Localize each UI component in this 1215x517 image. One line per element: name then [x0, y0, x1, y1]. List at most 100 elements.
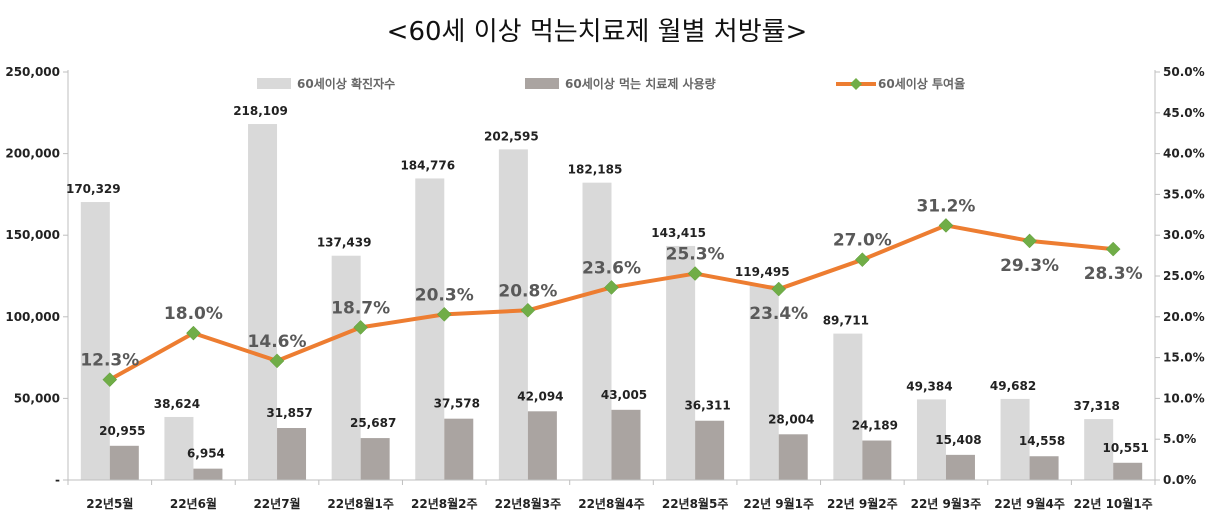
bars-treatment-usage	[109, 409, 1143, 480]
x-tick-label-4: 22년8월1주	[327, 496, 394, 511]
rate-line-layer	[102, 218, 1121, 387]
label-usage-5: 37,578	[434, 397, 480, 411]
label-usage-8: 36,311	[684, 399, 730, 413]
label-rate-4: 18.7%	[331, 298, 390, 318]
right-tick-label: 0.0%	[1163, 473, 1196, 487]
left-tick-label: 50,000	[14, 391, 60, 405]
x-tick-label-1: 22년5월	[86, 496, 133, 511]
rate-marker-8	[687, 266, 703, 281]
label-confirmed-8: 143,415	[651, 226, 706, 240]
right-tick-label: 20.0%	[1163, 310, 1205, 324]
legend: 60세이상 확진자수 60세이상 먹는 치료제 사용량 60세이상 투여율	[257, 76, 965, 91]
label-confirmed-1: 170,329	[66, 182, 121, 196]
x-tick-label-9: 22년 9월1주	[743, 496, 814, 511]
bar-usage-6	[527, 411, 557, 480]
legend-marker-rate	[850, 78, 862, 90]
legend-label-confirmed: 60세이상 확진자수	[297, 76, 395, 91]
left-tick-label: 150,000	[5, 228, 60, 242]
x-tick-label-3: 22년7월	[253, 496, 300, 511]
bar-usage-13	[1113, 462, 1143, 480]
label-usage-3: 31,857	[266, 406, 312, 420]
rate-marker-2	[186, 325, 201, 341]
right-tick-label: 15.0%	[1163, 351, 1205, 365]
rate-marker-3	[269, 353, 285, 369]
x-tick-label-11: 22년 9월3주	[911, 496, 982, 511]
rate-marker-9	[771, 281, 787, 297]
label-confirmed-11: 49,384	[906, 379, 952, 393]
bar-usage-2	[193, 468, 223, 480]
right-tick-label: 10.0%	[1163, 391, 1205, 405]
label-usage-10: 24,189	[852, 419, 898, 433]
left-tick-label: -	[55, 473, 60, 487]
legend-swatch-confirmed	[257, 78, 291, 89]
label-usage-6: 42,094	[517, 389, 563, 403]
bar-confirmed-11	[916, 399, 946, 480]
bar-confirmed-6	[498, 149, 528, 480]
label-usage-11: 15,408	[935, 433, 981, 447]
right-tick-label: 50.0%	[1163, 65, 1205, 79]
right-tick-label: 35.0%	[1163, 187, 1205, 201]
label-confirmed-9: 119,495	[735, 265, 790, 279]
label-rate-9: 23.4%	[749, 304, 808, 324]
label-confirmed-5: 184,776	[400, 158, 455, 172]
right-tick-label: 5.0%	[1163, 432, 1196, 446]
label-usage-12: 14,558	[1019, 434, 1065, 448]
bar-confirmed-2	[164, 416, 194, 480]
label-confirmed-12: 49,682	[990, 379, 1036, 393]
data-labels: 170,329 38,624 218,109 137,439 184,776 202,59…	[66, 104, 1149, 461]
rate-marker-10	[854, 252, 870, 268]
label-rate-5: 20.3%	[415, 285, 474, 305]
bar-usage-7	[611, 409, 641, 480]
bar-confirmed-12	[1000, 398, 1030, 480]
axes: - 50,000 100,000 150,000 200,000 250,000 0.0% 5…	[5, 65, 1204, 511]
label-rate-8: 25.3%	[666, 245, 725, 265]
rate-marker-11	[938, 218, 954, 233]
bar-confirmed-13	[1084, 419, 1114, 480]
label-confirmed-2: 38,624	[154, 397, 200, 411]
bar-confirmed-9	[749, 284, 779, 480]
label-confirmed-7: 182,185	[568, 163, 623, 177]
bar-confirmed-10	[833, 333, 863, 480]
label-confirmed-6: 202,595	[484, 129, 539, 143]
label-usage-4: 25,687	[350, 416, 396, 430]
label-confirmed-3: 218,109	[233, 104, 288, 118]
bar-confirmed-5	[415, 178, 445, 481]
x-tick-label-13: 22년 10월1주	[1074, 496, 1153, 511]
x-tick-label-7: 22년8월4주	[578, 496, 645, 511]
right-tick-label: 40.0%	[1163, 147, 1205, 161]
left-tick-label: 100,000	[5, 310, 60, 324]
legend-label-usage: 60세이상 먹는 치료제 사용량	[565, 76, 716, 91]
rate-marker-12	[1022, 233, 1037, 249]
bar-confirmed-1	[80, 202, 110, 480]
bar-usage-8	[695, 420, 725, 480]
x-tick-label-6: 22년8월3주	[495, 496, 562, 511]
bars-confirmed-cases	[80, 124, 1114, 481]
bar-confirmed-4	[331, 255, 361, 480]
label-confirmed-10: 89,711	[823, 314, 869, 328]
label-usage-2: 6,954	[187, 447, 225, 461]
label-rate-13: 28.3%	[1084, 264, 1143, 284]
x-tick-label-5: 22년8월2주	[411, 496, 478, 511]
legend-label-rate: 60세이상 투여율	[878, 76, 965, 91]
bar-usage-1	[109, 445, 139, 480]
left-tick-label: 250,000	[5, 65, 60, 79]
label-rate-1: 12.3%	[80, 351, 139, 371]
label-confirmed-4: 137,439	[317, 236, 372, 250]
label-rate-3: 14.6%	[248, 332, 307, 352]
label-rate-7: 23.6%	[582, 258, 641, 278]
label-usage-7: 43,005	[601, 388, 647, 402]
bar-confirmed-3	[248, 124, 278, 480]
label-rate-6: 20.8%	[498, 281, 557, 301]
rate-marker-13	[1105, 241, 1121, 257]
x-tick-label-12: 22년 9월4주	[994, 496, 1065, 511]
rate-marker-1	[102, 372, 118, 387]
x-tick-label-10: 22년 9월2주	[827, 496, 898, 511]
bar-usage-9	[778, 434, 808, 480]
label-usage-13: 10,551	[1103, 441, 1149, 455]
rate-marker-4	[353, 320, 369, 335]
label-rate-10: 27.0%	[833, 231, 892, 251]
label-confirmed-13: 37,318	[1074, 399, 1120, 413]
chart-title: <60세 이상 먹는치료제 월별 처방률>	[387, 17, 808, 47]
legend-swatch-usage	[525, 78, 559, 89]
